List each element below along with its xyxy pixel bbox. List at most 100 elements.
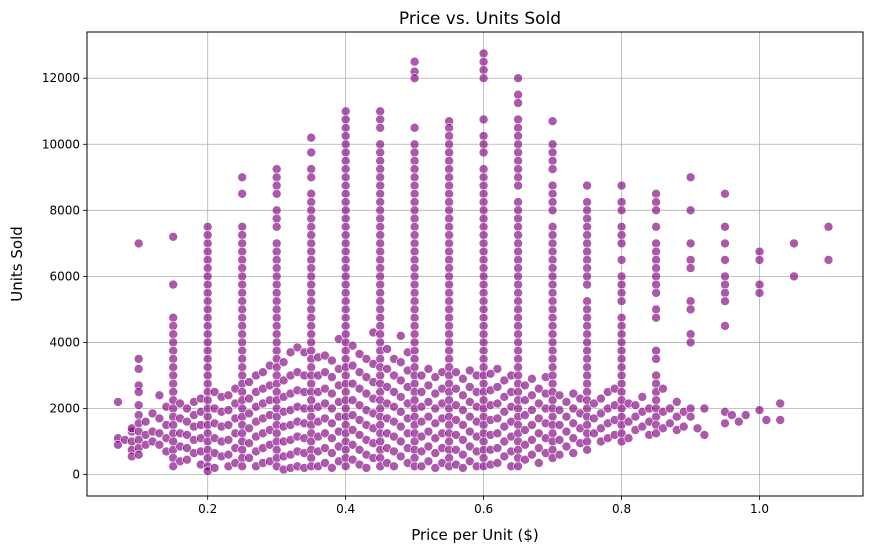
scatter-point: [464, 456, 475, 467]
scatter-point: [409, 180, 420, 191]
scatter-point: [375, 114, 386, 125]
scatter-point: [478, 238, 489, 249]
scatter-point: [306, 172, 317, 183]
scatter-point: [444, 255, 454, 265]
scatter-point: [685, 238, 696, 249]
scatter-point: [499, 421, 510, 432]
scatter-point: [658, 423, 668, 434]
scatter-point: [347, 340, 358, 351]
scatter-point: [754, 255, 765, 265]
scatter-point: [375, 106, 386, 117]
scatter-point: [478, 378, 489, 389]
scatter-point: [409, 321, 420, 331]
scatter-point: [271, 180, 282, 191]
scatter-point: [237, 222, 247, 232]
scatter-point: [430, 463, 441, 473]
scatter-point: [651, 279, 661, 290]
scatter-point: [513, 114, 523, 125]
scatter-point: [727, 410, 737, 420]
scatter-point: [513, 337, 523, 348]
scatter-point: [409, 205, 420, 216]
scatter-point: [685, 403, 696, 414]
scatter-point: [458, 435, 468, 445]
scatter-point: [395, 436, 406, 447]
scatter-point: [375, 123, 386, 133]
scatter-point: [582, 213, 592, 224]
scatter-point: [533, 428, 544, 439]
scatter-point: [478, 139, 489, 150]
y-tick-label: 0: [72, 468, 80, 482]
scatter-point: [375, 436, 386, 447]
scatter-point: [444, 180, 454, 191]
scatter-point: [409, 238, 420, 249]
scatter-point: [444, 263, 454, 273]
scatter-point: [444, 296, 454, 307]
scatter-point: [409, 263, 420, 273]
scatter-point: [237, 345, 247, 356]
scatter-point: [596, 393, 606, 404]
scatter-point: [582, 370, 592, 381]
scatter-point: [223, 449, 234, 460]
scatter-point: [513, 246, 523, 257]
scatter-point: [340, 189, 351, 199]
scatter-point: [347, 425, 358, 435]
scatter-point: [409, 123, 420, 133]
scatter-point: [582, 271, 592, 282]
scatter-point: [271, 296, 282, 307]
scatter-point: [237, 230, 247, 240]
scatter-point: [361, 463, 372, 473]
scatter-point: [547, 312, 558, 323]
scatter-point: [354, 430, 365, 440]
scatter-point: [395, 330, 406, 341]
scatter-point: [271, 329, 282, 340]
scatter-point: [375, 337, 386, 348]
scatter-point: [271, 279, 282, 290]
scatter-point: [547, 345, 558, 356]
scatter-point: [568, 388, 579, 399]
scatter-point: [582, 304, 592, 315]
scatter-point: [568, 433, 579, 444]
scatter-point: [202, 329, 213, 340]
scatter-point: [478, 436, 489, 447]
scatter-point: [168, 354, 178, 364]
scatter-point: [271, 337, 282, 348]
scatter-point: [271, 288, 282, 298]
scatter-point: [423, 397, 434, 407]
scatter-point: [271, 345, 282, 356]
scatter-point: [237, 321, 247, 331]
scatter-point: [133, 449, 144, 460]
scatter-point: [340, 263, 351, 273]
scatter-point: [444, 312, 454, 323]
scatter-point: [409, 213, 420, 224]
scatter-point: [168, 461, 178, 472]
scatter-point: [513, 164, 523, 174]
scatter-point: [409, 271, 420, 282]
scatter-point: [375, 238, 386, 249]
scatter-point: [513, 147, 523, 158]
scatter-point: [568, 418, 579, 429]
scatter-point: [409, 222, 420, 232]
scatter-point: [354, 383, 365, 394]
scatter-point: [237, 337, 247, 348]
scatter-point: [395, 392, 406, 402]
scatter-point: [340, 312, 351, 323]
scatter-point: [244, 453, 254, 463]
scatter-point: [458, 420, 468, 430]
scatter-point: [582, 222, 592, 232]
scatter-point: [492, 364, 503, 374]
scatter-point: [616, 312, 627, 323]
scatter-point: [478, 180, 489, 191]
scatter-point: [478, 131, 489, 141]
scatter-point: [444, 436, 454, 447]
scatter-point: [237, 329, 247, 340]
scatter-point: [327, 448, 337, 458]
scatter-point: [375, 370, 386, 381]
scatter-point: [554, 405, 565, 415]
scatter-point: [444, 123, 454, 133]
scatter-point: [554, 449, 565, 460]
scatter-point: [513, 205, 523, 216]
scatter-point: [720, 255, 730, 265]
scatter-point: [478, 279, 489, 290]
scatter-point: [547, 354, 558, 364]
scatter-point: [685, 337, 696, 348]
